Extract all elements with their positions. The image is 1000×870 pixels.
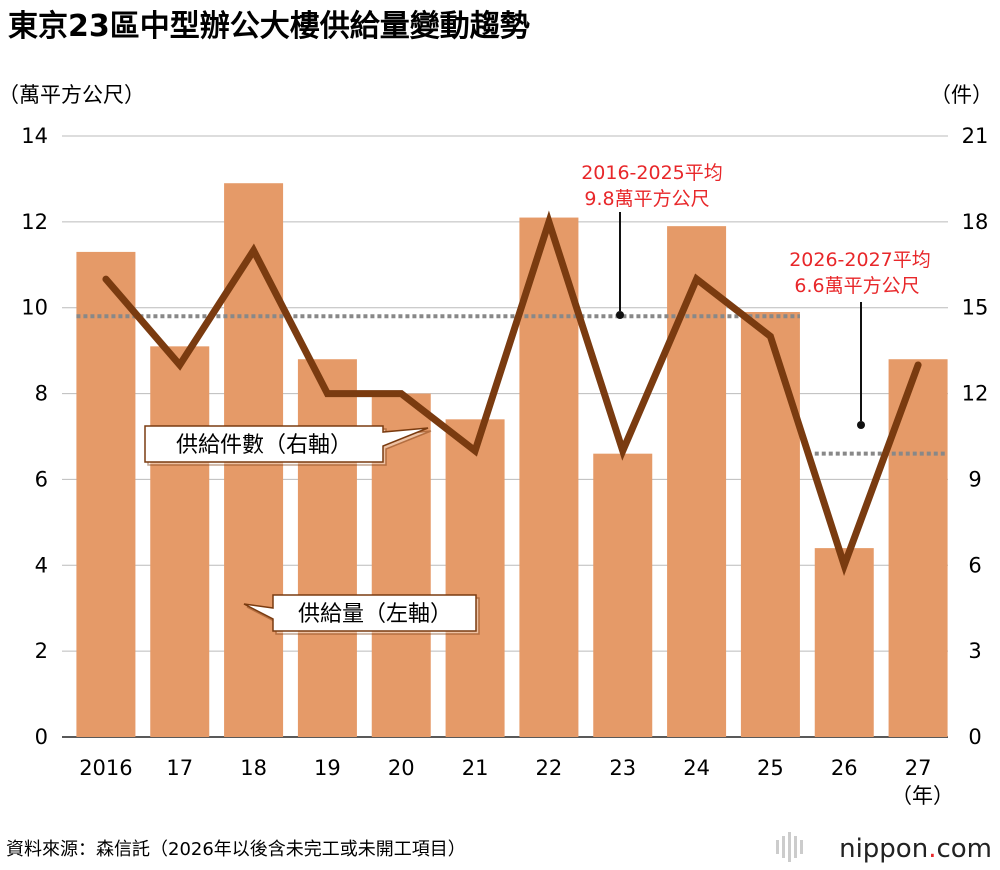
svg-text:nippon.com: nippon.com — [839, 834, 992, 864]
x-tick-label: 22 — [536, 756, 563, 780]
x-axis-label: （年） — [891, 784, 954, 808]
average-annotation-2: 2026-2027平均 6.6萬平方公尺 — [789, 249, 931, 429]
average-pointer-dot-2 — [857, 421, 865, 429]
left-tick-label: 4 — [35, 553, 48, 577]
average-label-1-line1: 2016-2025平均 — [581, 162, 723, 184]
gridlines — [62, 135, 948, 738]
bar — [445, 419, 505, 737]
average-label-2-line1: 2026-2027平均 — [789, 249, 931, 271]
x-tick-label: 21 — [462, 756, 489, 780]
right-tick-label: 12 — [962, 382, 989, 406]
bar-series — [76, 183, 948, 738]
left-tick-label: 2 — [35, 639, 48, 663]
bar — [814, 548, 874, 737]
left-tick-label: 12 — [21, 210, 48, 234]
bar — [150, 346, 210, 737]
x-tick-label: 2016 — [79, 756, 132, 780]
left-axis-ticks: 0 2 4 6 8 10 12 14 — [21, 124, 48, 749]
right-tick-label: 3 — [968, 639, 981, 663]
bar-callout-label: 供給量（左軸） — [298, 602, 452, 627]
average-pointer-dot-1 — [616, 311, 624, 319]
bar — [297, 359, 357, 737]
right-tick-label: 15 — [962, 296, 989, 320]
logo-tld: com — [936, 834, 992, 864]
left-tick-label: 14 — [21, 124, 48, 148]
bar — [76, 251, 136, 737]
right-tick-label: 18 — [962, 210, 989, 234]
x-tick-label: 24 — [683, 756, 710, 780]
bar — [667, 226, 727, 737]
right-tick-label: 0 — [968, 725, 981, 749]
source-note: 資料來源：森信託（2026年以後含未完工或未開工項目） — [6, 839, 466, 860]
average-label-1-line2: 9.8萬平方公尺 — [584, 188, 709, 210]
x-tick-label: 18 — [240, 756, 267, 780]
left-tick-label: 10 — [21, 296, 48, 320]
right-tick-label: 9 — [968, 467, 981, 491]
line-series — [102, 210, 922, 577]
average-annotation-1: 2016-2025平均 9.8萬平方公尺 — [581, 162, 723, 319]
x-tick-label: 20 — [388, 756, 415, 780]
left-tick-label: 6 — [35, 467, 48, 491]
line-callout: 供給件數（右軸） — [144, 425, 432, 466]
x-tick-label: 19 — [314, 756, 341, 780]
logo-dot: . — [928, 834, 936, 864]
right-tick-label: 6 — [968, 553, 981, 577]
right-axis-label: （件） — [930, 83, 993, 107]
right-axis-ticks: 0 3 6 9 12 15 18 21 — [962, 124, 989, 749]
average-label-2-line2: 6.6萬平方公尺 — [794, 275, 919, 297]
x-tick-label: 25 — [757, 756, 784, 780]
x-axis-ticks: 2016 17 18 19 20 21 22 23 24 25 26 27 — [79, 756, 931, 780]
count-line — [102, 210, 922, 577]
nippon-logo: nippon.com — [776, 832, 992, 864]
bar — [519, 217, 579, 738]
line-callout-label: 供給件數（右軸） — [176, 433, 352, 458]
x-tick-label: 27 — [905, 756, 932, 780]
bar-callout: 供給量（左軸） — [243, 594, 480, 635]
x-tick-label: 17 — [166, 756, 193, 780]
x-tick-label: 23 — [609, 756, 636, 780]
logo-main: nippon — [839, 834, 928, 864]
left-tick-label: 8 — [35, 382, 48, 406]
bar — [740, 312, 800, 737]
left-tick-label: 0 — [35, 725, 48, 749]
x-tick-label: 26 — [831, 756, 858, 780]
right-tick-label: 21 — [962, 124, 989, 148]
chart-title: 東京23區中型辦公大樓供給量變動趨勢 — [8, 9, 530, 44]
left-axis-label: （萬平方公尺） — [0, 83, 145, 107]
bar — [593, 453, 653, 737]
